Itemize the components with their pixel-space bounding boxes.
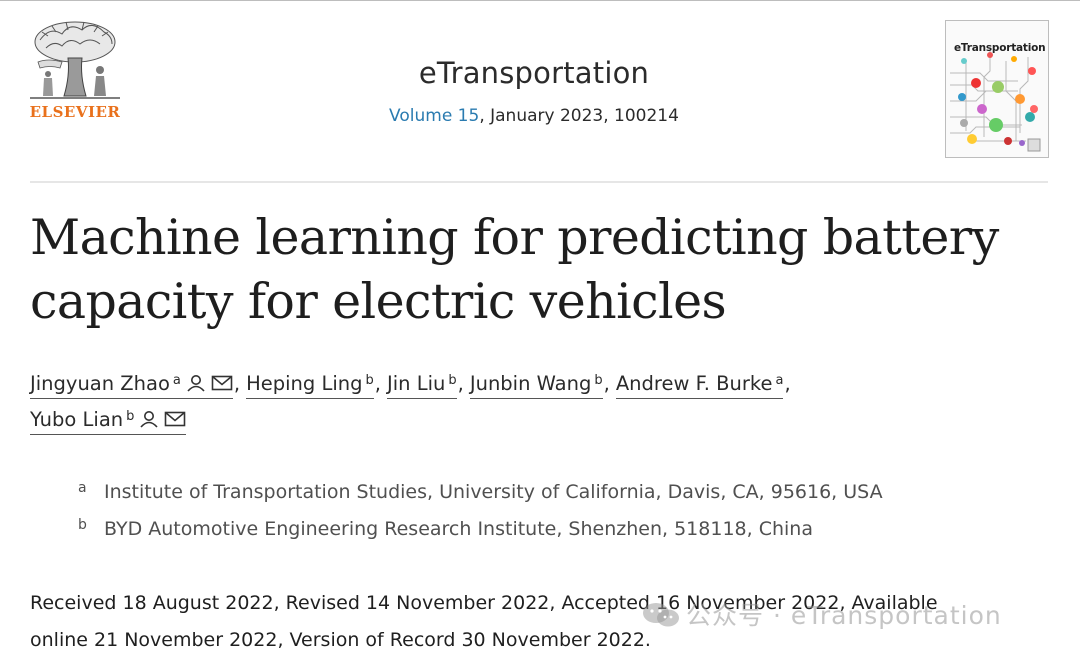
author-jin-liu[interactable]: Jin Liu b [386,369,457,399]
author-heping-ling[interactable]: Heping Ling b [246,369,374,399]
publisher-name: ELSEVIER [29,103,121,121]
header-divider [30,181,1048,183]
author-affiliation-marker: b [365,373,374,388]
affiliation-text: BYD Automotive Engineering Research Inst… [104,518,813,540]
affiliation-a: a Institute of Transportation Studies, Un… [78,480,883,503]
wechat-icon [643,603,679,627]
article-title: Machine learning for predicting battery … [30,206,1030,334]
author-name: Jingyuan Zhao [30,372,170,395]
author-jingyuan-zhao[interactable]: Jingyuan Zhao a [30,369,233,399]
volume-link[interactable]: Volume 15 [389,106,480,126]
author-name: Jin Liu [386,372,446,395]
issue-details: , January 2023, 100214 [479,106,679,126]
watermark-text: 公众号 · eTransportation [686,601,1002,630]
journal-cover-thumbnail[interactable]: eTransportation [945,20,1049,158]
affiliation-label: b [78,517,87,533]
author-separator: , [233,372,241,395]
author-affiliation-marker: a [775,373,784,388]
article-history-dates: Received 18 August 2022, Revised 14 Nove… [30,585,1040,659]
affiliation-text: Institute of Transportation Studies, Uni… [104,481,883,503]
dates-line-1: Received 18 August 2022, Revised 14 Nove… [30,592,938,614]
email-icon[interactable] [211,374,233,392]
elsevier-tree-logo[interactable] [28,18,122,122]
journal-title[interactable]: eTransportation [418,56,650,90]
author-yubo-lian[interactable]: Yubo Lian b [30,405,187,435]
affiliation-b: b BYD Automotive Engineering Research Ins… [78,517,813,540]
affiliation-label: a [78,480,87,496]
cover-journal-title: eTransportation [954,42,1046,54]
author-separator: , [784,372,791,395]
person-icon[interactable] [138,410,160,428]
issue-line: Volume 15, January 2023, 100214 [260,106,808,126]
author-line-2: Yubo Lian b [30,402,1060,438]
author-junbin-wang[interactable]: Junbin Wang b [469,369,603,399]
author-affiliation-marker: b [126,409,135,424]
article-title-line-2: capacity for electric vehicles [30,273,727,330]
top-border [0,0,1080,1]
author-separator: , [457,372,464,395]
author-andrew-f-burke[interactable]: Andrew F. Burke a [615,369,784,399]
dates-line-2: online 21 November 2022, Version of Reco… [30,629,651,651]
author-affiliation-marker: a [172,373,181,388]
email-icon[interactable] [164,410,186,428]
wechat-watermark: 公众号 · eTransportation [640,596,1002,632]
person-icon[interactable] [185,374,207,392]
author-name: Heping Ling [246,372,363,395]
author-name: Andrew F. Burke [615,372,773,395]
author-affiliation-marker: b [448,373,457,388]
author-affiliation-marker: b [594,373,603,388]
author-list: Jingyuan Zhao a, Heping Ling b, Jin Liu b, Jun… [30,366,1060,438]
author-separator: , [603,372,610,395]
author-separator: , [374,372,381,395]
author-name: Junbin Wang [469,372,592,395]
author-name: Yubo Lian [30,408,124,431]
article-title-line-1: Machine learning for predicting battery [30,209,999,266]
author-line-1: Jingyuan Zhao a, Heping Ling b, Jin Liu b, Jun… [30,366,1060,402]
